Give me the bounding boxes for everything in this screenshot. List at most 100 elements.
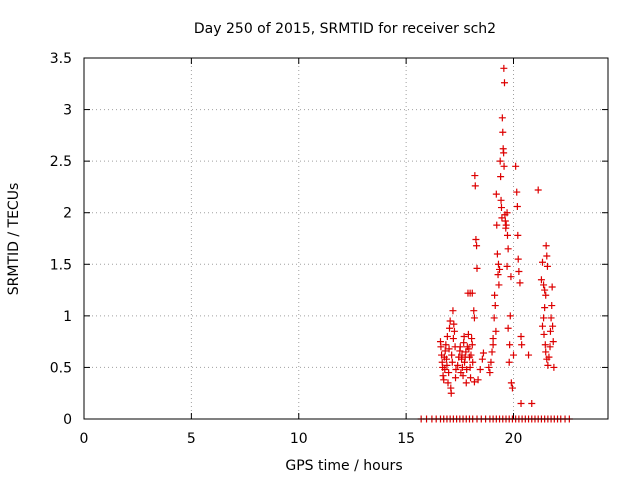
data-point	[500, 162, 508, 170]
data-point	[518, 341, 526, 349]
data-point	[549, 338, 557, 346]
data-point	[497, 173, 505, 181]
data-point	[479, 349, 487, 357]
data-point	[462, 348, 470, 356]
data-point	[500, 64, 508, 72]
data-point	[494, 260, 502, 268]
y-tick-label: 3.5	[50, 51, 72, 67]
y-tick-label: 2	[63, 206, 72, 222]
data-point	[472, 236, 480, 244]
data-point	[445, 369, 453, 377]
data-point	[498, 214, 506, 222]
data-point	[541, 341, 549, 349]
data-point	[468, 341, 476, 349]
data-point	[469, 358, 477, 366]
data-point	[550, 363, 558, 371]
x-tick-label: 5	[187, 431, 196, 447]
data-point	[448, 358, 456, 366]
data-point	[498, 114, 506, 122]
data-point	[540, 330, 548, 338]
data-point	[466, 363, 474, 371]
x-tick-label: 10	[290, 431, 308, 447]
data-point	[478, 355, 486, 363]
data-point	[496, 157, 504, 165]
data-point	[442, 341, 450, 349]
data-point	[448, 351, 456, 359]
y-tick-label: 2.5	[50, 154, 72, 170]
data-point	[446, 324, 454, 332]
data-point	[470, 378, 478, 386]
data-point	[470, 314, 478, 322]
data-point	[452, 374, 460, 382]
data-point	[514, 231, 522, 239]
data-point	[440, 376, 448, 384]
y-tick-label: 1.5	[50, 257, 72, 273]
data-point	[513, 203, 521, 211]
data-point	[446, 317, 454, 325]
data-point	[543, 252, 551, 260]
data-point	[515, 268, 523, 276]
data-point	[449, 335, 457, 343]
data-point	[486, 369, 494, 377]
data-point	[437, 343, 445, 351]
data-point	[503, 209, 511, 217]
data-point	[450, 327, 458, 335]
data-point	[488, 348, 496, 356]
data-point	[492, 190, 500, 198]
data-point	[471, 172, 479, 180]
data-point	[546, 327, 554, 335]
chart-title: Day 250 of 2015, SRMTID for receiver sch…	[194, 21, 496, 37]
axis-ticks: 0 5 10 15 20 0 0.5 1 1.5 2 2.5 3 3.5	[50, 51, 608, 447]
data-point	[497, 204, 505, 212]
data-point	[465, 345, 473, 353]
data-point	[474, 376, 482, 384]
data-point	[470, 307, 478, 315]
data-point	[542, 242, 550, 250]
data-point	[490, 314, 498, 322]
data-point	[510, 351, 518, 359]
data-point	[441, 365, 449, 373]
data-point	[504, 245, 512, 253]
data-point	[506, 341, 514, 349]
data-point	[548, 283, 556, 291]
data-point	[492, 327, 500, 335]
x-axis-label: GPS time / hours	[285, 458, 402, 474]
data-point	[468, 289, 476, 297]
data-point	[495, 281, 503, 289]
data-point	[546, 343, 554, 351]
data-point	[500, 79, 508, 87]
data-point	[454, 361, 462, 369]
data-point	[467, 351, 475, 359]
data-point	[473, 242, 481, 250]
data-point	[525, 351, 533, 359]
data-point	[504, 324, 512, 332]
data-point	[493, 250, 501, 258]
data-point	[512, 162, 520, 170]
data-point	[473, 264, 481, 272]
data-point	[542, 348, 550, 356]
data-point	[444, 379, 452, 387]
data-point	[517, 332, 525, 340]
data-point	[496, 265, 504, 273]
data-point	[547, 314, 555, 322]
data-point	[487, 358, 495, 366]
data-point	[516, 279, 524, 287]
data-point	[514, 255, 522, 263]
data-point	[541, 304, 549, 312]
data-point	[468, 335, 476, 343]
data-point	[447, 389, 455, 397]
x-tick-label: 20	[505, 431, 523, 447]
data-point	[507, 379, 515, 387]
data-point	[489, 335, 497, 343]
data-point	[443, 332, 451, 340]
data-point	[462, 379, 470, 387]
data-point	[548, 302, 556, 310]
y-tick-label: 1	[63, 309, 72, 325]
data-point	[501, 217, 509, 225]
data-point	[517, 400, 525, 408]
data-point	[544, 361, 552, 369]
y-tick-label: 3	[63, 103, 72, 119]
data-point	[543, 262, 551, 270]
data-point	[489, 341, 497, 349]
